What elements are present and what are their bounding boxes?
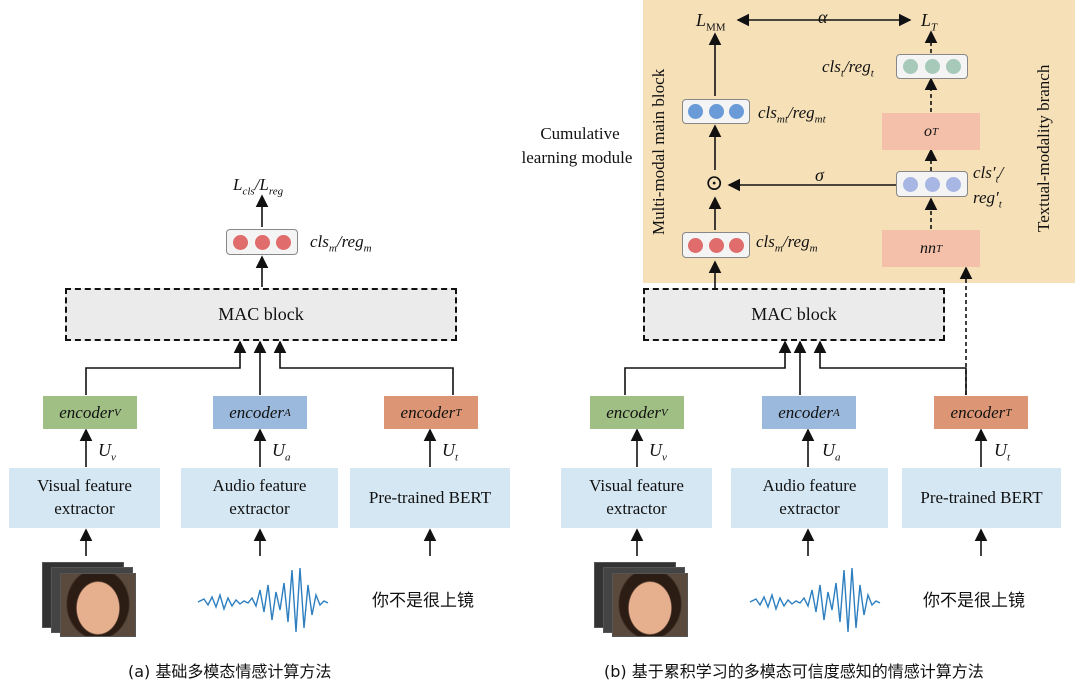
visual-extractor-a: Visual feature extractor bbox=[9, 468, 160, 528]
mac-block-b: MAC block bbox=[643, 288, 945, 341]
l-t-label: LT bbox=[921, 10, 938, 34]
u-v-label-a: Uv bbox=[98, 440, 116, 464]
cls-t-prime-label-2: reg′t bbox=[973, 188, 1002, 211]
main-output-vector bbox=[682, 99, 750, 124]
u-a-label-b: Ua bbox=[822, 440, 841, 464]
audio-waveform-icon bbox=[197, 567, 329, 633]
main-input-vector bbox=[682, 232, 750, 258]
u-t-label-b: Ut bbox=[994, 440, 1011, 464]
bert-extractor-b: Pre-trained BERT bbox=[902, 468, 1061, 528]
textual-branch-label: Textual-modality branch bbox=[1034, 64, 1053, 232]
encoder-t-a: encoder T bbox=[384, 396, 478, 429]
l-mm-label: LMM bbox=[696, 10, 726, 34]
odot-symbol: ⊙ bbox=[705, 170, 724, 195]
u-a-label-a: Ua bbox=[272, 440, 291, 464]
textual-prime-vector bbox=[896, 171, 968, 197]
audio-extractor-a: Audio feature extractor bbox=[181, 468, 338, 528]
loss-label-a: Lcls/Lreg bbox=[233, 175, 284, 198]
cumulative-label-2: learning module bbox=[521, 148, 633, 167]
encoder-a-a: encoder A bbox=[213, 396, 307, 429]
mac-block-a: MAC block bbox=[65, 288, 457, 341]
encoder-t-b: encoder T bbox=[934, 396, 1028, 429]
u-v-label-b: Uv bbox=[649, 440, 667, 464]
alpha-label: α bbox=[818, 7, 828, 27]
nn-t-box: nn T bbox=[882, 230, 980, 267]
cls-t-prime-label-1: cls′t/ bbox=[973, 163, 1004, 186]
output-vector-a bbox=[226, 229, 298, 255]
cls-m-label-a: clsm/regm bbox=[310, 232, 372, 255]
audio-waveform-icon-b bbox=[749, 567, 881, 633]
encoder-v-a: encoder V bbox=[43, 396, 137, 429]
textual-output-vector bbox=[896, 54, 968, 79]
encoder-v-b: encoder V bbox=[590, 396, 684, 429]
cls-t-label: clst/regt bbox=[822, 57, 874, 80]
bert-extractor-a: Pre-trained BERT bbox=[350, 468, 510, 528]
audio-extractor-b: Audio feature extractor bbox=[731, 468, 888, 528]
main-block-label: Multi-modal main block bbox=[649, 68, 668, 235]
u-t-label-a: Ut bbox=[442, 440, 459, 464]
cls-mt-label: clsmt/regmt bbox=[758, 103, 826, 126]
caption-a: (a) 基础多模态情感计算方法 bbox=[128, 662, 332, 681]
text-input-a: 你不是很上镜 bbox=[372, 591, 474, 611]
cls-m-label-b: clsm/regm bbox=[756, 232, 818, 255]
sigma-label: σ bbox=[815, 165, 824, 185]
face-image-b bbox=[612, 573, 688, 637]
caption-b: (b) 基于累积学习的多模态可信度感知的情感计算方法 bbox=[604, 662, 984, 681]
text-input-b: 你不是很上镜 bbox=[923, 591, 1025, 611]
encoder-a-b: encoder A bbox=[762, 396, 856, 429]
face-image-a bbox=[60, 573, 136, 637]
visual-extractor-b: Visual feature extractor bbox=[561, 468, 712, 528]
cumulative-label-1: Cumulative bbox=[540, 124, 620, 143]
